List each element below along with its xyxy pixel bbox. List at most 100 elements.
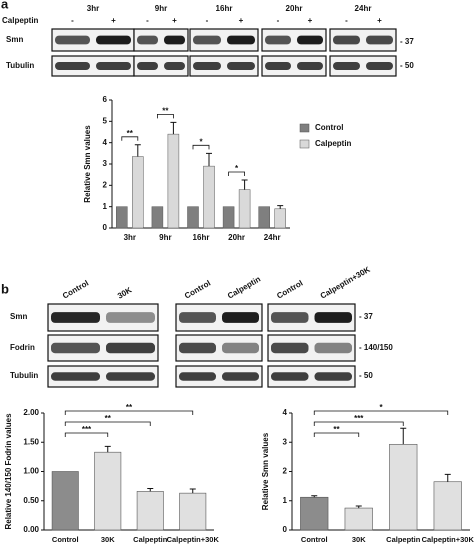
y-tick-label: 1 xyxy=(103,202,108,211)
timepoint-label: 16hr xyxy=(216,4,233,13)
legend-label: Control xyxy=(315,123,343,132)
blot-band xyxy=(106,372,155,381)
bar xyxy=(187,206,199,229)
sign-label: - xyxy=(345,16,348,25)
sign-label: + xyxy=(111,16,116,25)
x-tick-label: 30K xyxy=(352,535,366,544)
blot-box xyxy=(261,28,327,52)
x-tick-label: 24hr xyxy=(264,233,281,242)
significance-label: *** xyxy=(354,414,364,423)
blot-band xyxy=(222,312,259,323)
lane-label: Control xyxy=(61,279,90,301)
blot-band xyxy=(106,342,155,354)
significance-bracket xyxy=(64,432,109,437)
lane-label: 30K xyxy=(116,285,133,300)
timepoint-label: 20hr xyxy=(286,4,303,13)
blot-band xyxy=(222,342,259,354)
lane-label: Calpeptin xyxy=(226,274,262,300)
significance-label: ** xyxy=(126,403,133,412)
y-tick-label: 1 xyxy=(283,496,288,505)
sign-label: + xyxy=(308,16,313,25)
blot-box xyxy=(261,55,327,77)
blot-band xyxy=(314,372,352,381)
size-marker: - 37 xyxy=(359,312,373,321)
blot-box xyxy=(175,365,263,388)
x-tick-label: Control xyxy=(52,535,79,544)
error-bar xyxy=(189,488,196,494)
y-tick-label: 1.50 xyxy=(23,437,39,446)
timepoint-label: 24hr xyxy=(355,4,372,13)
significance-label: ** xyxy=(127,129,134,138)
bar xyxy=(344,507,373,531)
blot-band xyxy=(137,35,158,45)
y-tick-label: 0 xyxy=(103,223,108,232)
blot-band xyxy=(96,35,131,45)
y-tick-label: 0.50 xyxy=(23,496,39,505)
blot-band xyxy=(366,62,393,70)
x-tick-label: 30K xyxy=(101,535,115,544)
significance-bracket xyxy=(192,144,210,150)
blot-band xyxy=(193,62,221,70)
bar xyxy=(433,481,462,531)
sign-label: + xyxy=(172,16,177,25)
x-tick-label: 20hr xyxy=(228,233,245,242)
size-marker: - 50 xyxy=(359,371,373,380)
row-label: Tubulin xyxy=(6,61,34,70)
blot-band xyxy=(164,35,185,45)
x-tick-label: 16hr xyxy=(193,233,210,242)
significance-label: * xyxy=(235,164,239,173)
error-bar xyxy=(170,121,177,135)
x-tick-label: Calpeptin xyxy=(133,535,168,544)
treatment-label: Calpeptin xyxy=(2,16,39,25)
blot-band xyxy=(265,62,291,70)
blot-band xyxy=(51,312,100,323)
error-bar xyxy=(355,505,362,509)
bar xyxy=(136,491,164,531)
significance-bracket xyxy=(313,410,449,415)
lane-label: Calpeptin+30K xyxy=(319,265,372,301)
size-marker: - 50 xyxy=(400,61,414,70)
blot-box xyxy=(47,365,159,388)
y-tick-label: 4 xyxy=(283,408,288,417)
blot-band xyxy=(297,35,323,45)
y-tick-label: 2 xyxy=(103,180,108,189)
blot-band xyxy=(164,62,185,70)
blot-band xyxy=(227,62,255,70)
timepoint-label: 3hr xyxy=(87,4,99,13)
blot-band xyxy=(333,35,360,45)
blot-band xyxy=(106,312,155,323)
y-tick-label: 0 xyxy=(283,525,288,534)
sign-label: + xyxy=(377,16,382,25)
significance-label: ** xyxy=(105,414,112,423)
legend-swatch xyxy=(299,123,310,133)
significance-label: *** xyxy=(82,425,92,434)
significance-bracket xyxy=(313,421,404,426)
size-marker: - 140/150 xyxy=(359,343,393,352)
sign-label: - xyxy=(206,16,209,25)
blot-box xyxy=(189,55,259,77)
blot-band xyxy=(265,35,291,45)
y-axis-label: Relative Smn values xyxy=(83,125,92,203)
bar xyxy=(203,165,215,229)
blot-band xyxy=(227,35,255,45)
bar xyxy=(222,206,235,229)
y-tick-label: 3 xyxy=(103,159,108,168)
significance-bracket xyxy=(121,136,139,141)
blot-band xyxy=(137,62,158,70)
x-tick-label: Control xyxy=(301,535,328,544)
blot-band xyxy=(271,312,309,323)
y-tick-label: 1.00 xyxy=(23,467,39,476)
error-bar xyxy=(444,473,451,482)
y-axis-label: Relative 140/150 Fodrin values xyxy=(4,413,13,530)
blot-band xyxy=(222,372,259,381)
blot-box xyxy=(133,55,189,77)
significance-bracket xyxy=(228,171,245,176)
x-tick-label: 3hr xyxy=(124,233,136,242)
x-tick-label: 9hr xyxy=(159,233,171,242)
blot-box xyxy=(267,365,356,388)
sign-label: + xyxy=(239,16,244,25)
significance-label: ** xyxy=(333,425,340,434)
size-marker: - 37 xyxy=(400,37,414,46)
blot-band xyxy=(96,62,131,70)
